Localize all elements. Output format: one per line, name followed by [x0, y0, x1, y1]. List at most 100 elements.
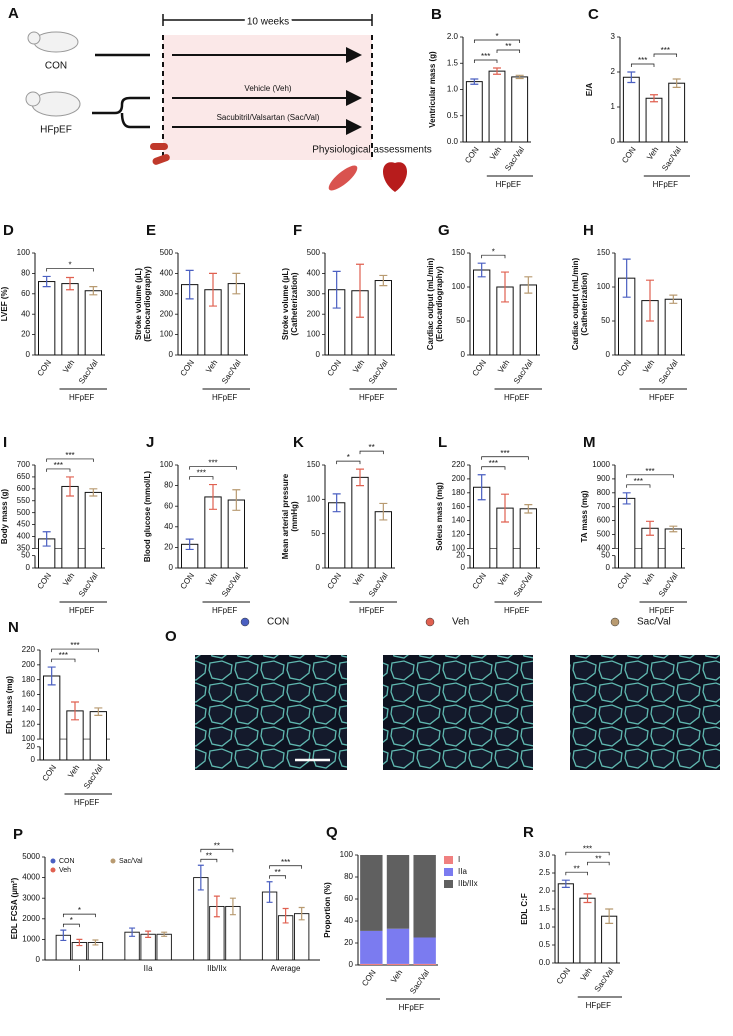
y-tick-label: 200 — [307, 309, 321, 318]
y-tick-label: 100 — [160, 330, 174, 339]
y-tick-label: 600 — [597, 516, 611, 525]
bar — [488, 70, 506, 143]
error-bar — [209, 272, 217, 307]
group-label: HFpEF — [653, 180, 678, 189]
error-bar — [282, 907, 289, 924]
bar — [579, 897, 596, 964]
error-bar — [66, 276, 74, 291]
error-bar — [185, 269, 194, 300]
y-tick-label: 700 — [17, 460, 31, 469]
y-tick-label: 120 — [22, 719, 36, 728]
group-label: HFpEF — [504, 606, 529, 615]
y-tick-label: 80 — [344, 872, 353, 881]
x-tick-label: CON — [178, 358, 196, 378]
y-tick-label: 4000 — [22, 873, 40, 882]
y-tick-label: 0 — [316, 563, 321, 572]
significance-bracket — [359, 450, 384, 455]
error-bar — [298, 906, 305, 921]
significance-bracket — [46, 268, 94, 272]
y-tick-label: 160 — [22, 690, 36, 699]
y-axis-label: Cardiac output (mL/min) — [571, 257, 580, 350]
bar — [89, 711, 107, 761]
group-label: HFpEF — [399, 1003, 424, 1012]
significance-label: *** — [281, 858, 290, 867]
y-tick-label: 1.0 — [539, 922, 551, 931]
branch — [92, 96, 150, 129]
bar — [38, 281, 56, 356]
x-tick-label: CON — [40, 763, 58, 783]
x-tick-label: Sac/Val — [408, 968, 431, 995]
group-label: HFpEF — [40, 125, 72, 136]
significance-label: *** — [65, 451, 74, 460]
y-tick-label: 2 — [611, 67, 616, 76]
error-bar — [197, 864, 204, 891]
legend-label: IIb/IIx — [458, 879, 478, 888]
panel-letter: A — [8, 5, 19, 22]
panel-letter: R — [523, 824, 534, 841]
panel-letter: L — [438, 434, 447, 451]
significance-label: *** — [645, 467, 654, 476]
histology-o: O — [165, 628, 720, 770]
group-label: HFpEF — [69, 393, 94, 402]
group-label: HFpEF — [496, 180, 521, 189]
y-axis-label: Ventricular mass (g) — [428, 51, 437, 128]
y-axis-label: Stroke volume (µL) — [281, 268, 290, 341]
significance-bracket — [336, 460, 361, 465]
y-tick-label: 20 — [164, 543, 173, 552]
error-bar — [332, 493, 341, 513]
significance-bracket — [630, 63, 655, 67]
error-bar — [209, 483, 217, 510]
x-tick-label: Sac/Val — [220, 571, 243, 598]
significance-bracket — [626, 474, 674, 478]
legend-dot — [240, 617, 250, 627]
y-tick-label: 0 — [26, 563, 31, 572]
y-tick-label: 3 — [611, 32, 616, 41]
bar — [351, 476, 369, 569]
y-tick-label: 120 — [452, 530, 466, 539]
significance-label: *** — [661, 46, 670, 55]
y-axis-label: (Echocardiography) — [435, 266, 444, 342]
y-tick-label: 100 — [160, 460, 174, 469]
rat-icon — [33, 31, 79, 53]
significance-label: ** — [274, 868, 280, 877]
bar — [519, 284, 538, 356]
pill-icon — [150, 143, 168, 150]
significance-label: ** — [574, 864, 580, 873]
y-tick-label: 40 — [21, 309, 30, 318]
error-bar — [185, 538, 194, 551]
legend-dot — [610, 617, 620, 627]
y-tick-label: 0 — [349, 960, 354, 969]
y-tick-label: 100 — [22, 734, 36, 743]
y-tick-label: 50 — [311, 529, 320, 538]
legend-dot — [425, 617, 435, 627]
y-tick-label: 400 — [597, 544, 611, 553]
x-tick-label: Veh — [579, 966, 594, 982]
y-tick-label: 50 — [21, 551, 30, 560]
panel-letter: I — [3, 434, 7, 451]
y-axis-label: (mmHg) — [290, 501, 299, 532]
y-tick-label: 220 — [22, 645, 36, 654]
error-bar — [66, 476, 74, 497]
significance-label: * — [347, 453, 350, 462]
y-tick-label: 0.0 — [447, 137, 459, 146]
y-axis-label: (Catheterization) — [580, 272, 589, 335]
legend-label: Veh — [59, 867, 71, 874]
error-bar — [605, 908, 614, 924]
bar — [473, 269, 491, 356]
x-tick-label: CON — [620, 145, 638, 165]
x-tick-label: Sac/Val — [77, 358, 100, 385]
x-tick-label: Veh — [66, 763, 81, 779]
bar — [84, 491, 102, 569]
error-bar — [627, 71, 636, 84]
significance-bracket — [200, 858, 218, 863]
y-tick-label: 500 — [17, 508, 31, 517]
bar — [374, 280, 392, 356]
y-tick-label: 650 — [17, 472, 31, 481]
significance-bracket — [62, 913, 96, 918]
error-bar — [145, 930, 152, 938]
significance-label: * — [68, 261, 71, 270]
y-tick-label: 20 — [26, 742, 35, 751]
error-bar — [561, 879, 570, 888]
significance-bracket — [473, 39, 521, 43]
y-tick-label: 100 — [307, 330, 321, 339]
